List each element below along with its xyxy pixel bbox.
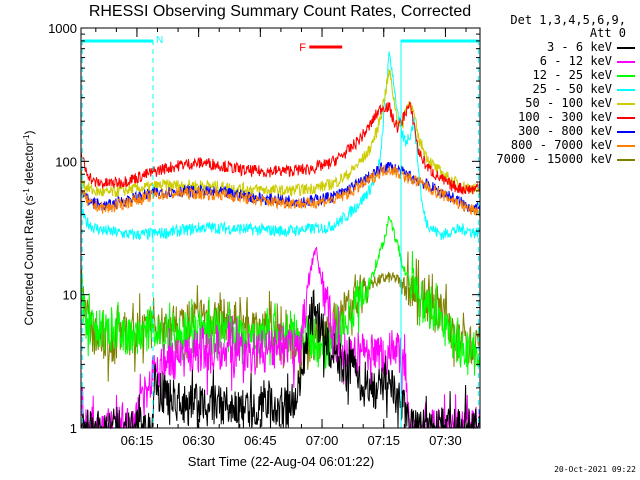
- x-tick-label: 07:30: [429, 433, 462, 448]
- legend-item-800-7000-kev: 800 - 7000 keV: [478, 138, 638, 152]
- y-axis-label: Corrected Count Rate (s-1 detector-1): [22, 130, 37, 325]
- x-tick-label: 07:15: [367, 433, 400, 448]
- legend-label: 12 - 25 keV: [532, 68, 612, 82]
- series-line-300-800-kev: [80, 162, 481, 215]
- legend-swatch: [617, 75, 635, 77]
- x-tick-label: 06:15: [121, 433, 154, 448]
- legend-item-100-300-kev: 100 - 300 keV: [478, 110, 638, 124]
- series-800-7000-kev: [80, 165, 481, 217]
- legend-item-12-25-kev: 12 - 25 keV: [478, 68, 638, 82]
- annotation-layer: FN: [81, 35, 479, 428]
- x-tick-label: 07:00: [306, 433, 339, 448]
- chart-title: RHESSI Observing Summary Count Rates, Co…: [89, 3, 471, 20]
- legend-label: 100 - 300 keV: [518, 110, 612, 124]
- legend-swatch: [617, 47, 635, 49]
- series-25-50-kev: [80, 51, 481, 241]
- legend-swatch: [617, 61, 635, 63]
- timestamp-footer: 20-Oct-2021 09:22: [554, 465, 636, 474]
- series-100-300-kev: [80, 101, 481, 195]
- legend-label: 7000 - 15000 keV: [496, 152, 612, 166]
- legend-header-attenuator: Att 0: [589, 26, 626, 40]
- legend-swatch: [617, 131, 635, 133]
- legend-label: 25 - 50 keV: [532, 82, 612, 96]
- legend-item-6-12-kev: 6 - 12 keV: [478, 54, 638, 68]
- legend-label: 800 - 7000 keV: [510, 138, 612, 152]
- series-300-800-kev: [80, 162, 481, 215]
- axes-layer: 1 10 100 1000 06:15 06:30 06:45 07:00 07:15 07:30: [48, 21, 481, 448]
- y-tick-label: 1000: [48, 21, 77, 36]
- legend-item-3-6-kev: 3 - 6 keV: [478, 40, 638, 54]
- legend-label: 50 - 100 keV: [525, 96, 612, 110]
- legend-header-detectors: Det 1,3,4,5,6,9,: [510, 13, 626, 27]
- x-tick-label: 06:45: [244, 433, 277, 448]
- legend-item-300-800-kev: 300 - 800 keV: [478, 124, 638, 138]
- legend-swatch: [617, 159, 635, 161]
- legend-label: 3 - 6 keV: [546, 40, 612, 54]
- x-tick-label: 06:30: [182, 433, 215, 448]
- legend: Det 1,3,4,5,6,9, Att 0 3 - 6 keV 6 - 12 k…: [478, 14, 638, 166]
- legend-swatch: [617, 103, 635, 105]
- legend-item-7000-15000-kev: 7000 - 15000 keV: [478, 152, 638, 166]
- night-flag-label: N: [156, 35, 163, 46]
- legend-swatch: [617, 89, 635, 91]
- y-tick-label: 1: [70, 421, 77, 436]
- series-layer: [80, 51, 481, 430]
- x-axis-label: Start Time (22-Aug-04 06:01:22): [188, 454, 374, 469]
- legend-item-50-100-kev: 50 - 100 keV: [478, 96, 638, 110]
- series-line-25-50-kev: [80, 51, 481, 241]
- series-line-100-300-kev: [80, 101, 481, 195]
- legend-item-25-50-kev: 25 - 50 keV: [478, 82, 638, 96]
- legend-swatch: [617, 145, 635, 147]
- flare-flag-label: F: [299, 42, 306, 54]
- legend-rows: 3 - 6 keV 6 - 12 keV 12 - 25 keV 25 - 50 ke…: [478, 40, 638, 166]
- y-tick-label: 100: [55, 154, 77, 169]
- legend-swatch: [617, 117, 635, 119]
- series-line-800-7000-kev: [80, 165, 481, 217]
- y-tick-label: 10: [63, 288, 77, 303]
- legend-label: 300 - 800 keV: [518, 124, 612, 138]
- legend-label: 6 - 12 keV: [539, 54, 612, 68]
